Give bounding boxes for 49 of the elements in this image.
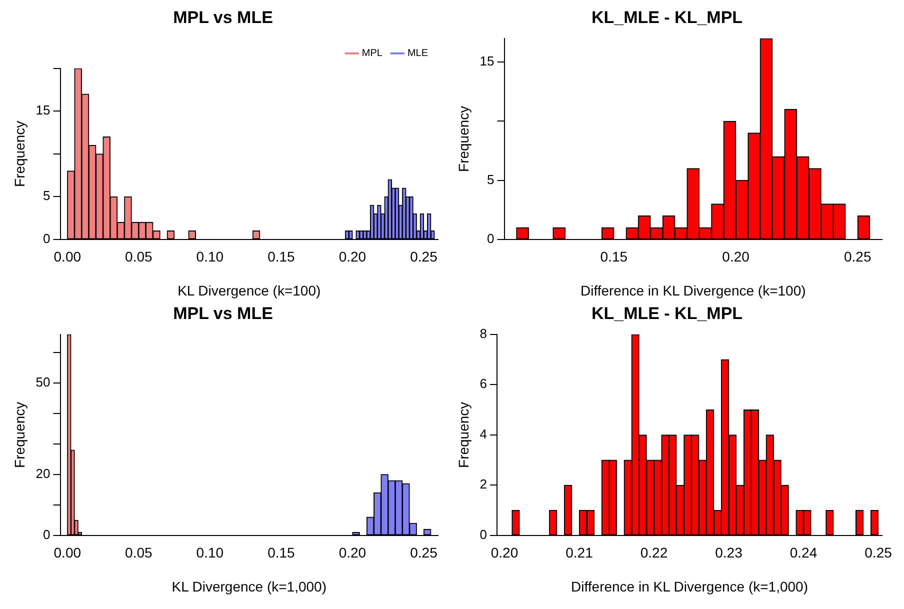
y-axis-title: Frequency — [455, 402, 472, 468]
x-tick-label: 0.10 — [196, 544, 224, 561]
y-tick-label: 0 — [480, 526, 488, 542]
x-tick-label: 0.20 — [338, 544, 366, 561]
y-tick-label: 4 — [480, 426, 488, 442]
x-axis-title: KL Divergence (k=1,000) — [172, 578, 326, 594]
y-tick-label: 0 — [487, 230, 494, 246]
y-tick-label: 20 — [36, 466, 50, 482]
x-tick-label: 0.20 — [722, 248, 750, 265]
x-tick-label: 0.24 — [790, 544, 818, 561]
y-tick-label: 2 — [480, 476, 488, 492]
legend-label: MLE — [407, 48, 428, 60]
x-tick-label: 0.05 — [125, 248, 152, 265]
x-axis-title: KL Divergence (k=100) — [178, 282, 321, 298]
y-tick-label: 15 — [480, 54, 494, 69]
y-tick-label: 15 — [36, 102, 50, 118]
x-tick-label: 0.25 — [864, 544, 892, 561]
chart-title: KL_MLE - KL_MPL — [591, 8, 743, 27]
chart-title: MPL vs MLE — [173, 8, 273, 27]
x-axis-title: Difference in KL Divergence (k=1,000) — [571, 578, 808, 594]
y-tick-label: 5 — [487, 172, 494, 187]
y-tick-label: 0 — [43, 230, 50, 246]
x-tick-label: 0.20 — [490, 544, 518, 561]
x-tick-label: 0.20 — [338, 248, 366, 265]
x-tick-label: 0.05 — [125, 544, 152, 561]
x-tick-label: 0.15 — [600, 248, 628, 265]
y-tick-label: 8 — [480, 326, 488, 341]
x-tick-label: 0.21 — [566, 544, 594, 561]
x-tick-label: 0.00 — [54, 544, 82, 561]
y-tick-label: 0 — [43, 526, 50, 542]
x-tick-label: 0.10 — [196, 248, 224, 265]
chart-title: MPL vs MLE — [173, 304, 273, 323]
y-axis-title: Frequency — [11, 120, 28, 187]
x-tick-label: 0.00 — [54, 248, 82, 265]
chart-title: KL_MLE - KL_MPL — [591, 304, 743, 323]
y-axis-title: Frequency — [455, 106, 472, 172]
legend-label: MPL — [362, 48, 383, 60]
x-tick-label: 0.25 — [410, 248, 438, 265]
x-axis-title: Difference in KL Divergence (k=100) — [580, 282, 806, 298]
y-tick-label: 6 — [480, 376, 488, 392]
x-tick-label: 0.22 — [640, 544, 668, 561]
x-tick-label: 0.15 — [268, 248, 296, 265]
x-tick-label: 0.25 — [410, 544, 438, 561]
y-axis-title: Frequency — [11, 402, 28, 468]
x-tick-label: 0.23 — [715, 544, 743, 561]
y-tick-label: 5 — [43, 188, 50, 204]
x-tick-label: 0.15 — [268, 544, 296, 561]
y-tick-label: 50 — [36, 374, 50, 390]
x-tick-label: 0.25 — [844, 248, 872, 265]
